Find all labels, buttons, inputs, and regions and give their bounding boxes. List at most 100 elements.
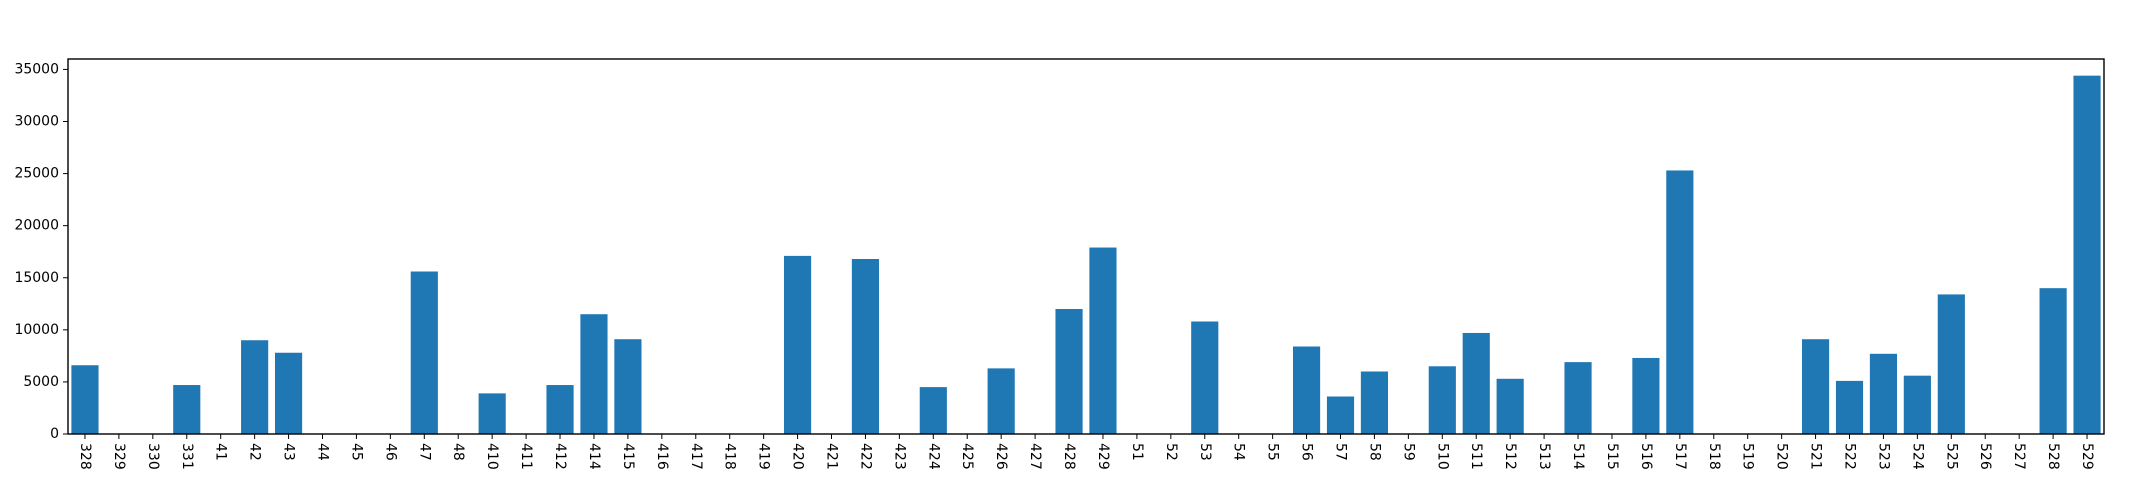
bar-331 — [173, 385, 201, 434]
bar-514 — [1564, 362, 1592, 435]
x-tick-label: 47 — [416, 443, 432, 461]
x-tick-label: 523 — [1875, 443, 1891, 470]
x-tick-label: 328 — [77, 443, 93, 470]
y-tick-label: 15000 — [14, 270, 59, 286]
bar-56 — [1292, 346, 1321, 434]
x-tick-label: 44 — [315, 443, 331, 461]
x-tick-label: 59 — [1400, 443, 1416, 461]
x-tick-label: 420 — [790, 443, 806, 470]
x-tick-label: 513 — [1536, 443, 1552, 470]
plot-frame — [67, 58, 2105, 435]
bar-42 — [241, 340, 269, 434]
x-tick-label: 52 — [1163, 443, 1179, 461]
bar-524 — [1903, 375, 1931, 434]
x-tick-label: 519 — [1740, 443, 1756, 470]
x-tick-label: 419 — [756, 443, 772, 470]
x-tick-label: 46 — [382, 443, 398, 461]
bar-57 — [1326, 396, 1355, 434]
x-tick-label: 522 — [1842, 443, 1858, 470]
bars-layer — [71, 75, 2101, 435]
bar-512 — [1496, 378, 1524, 434]
x-tick-label: 56 — [1299, 443, 1315, 461]
x-tick-label: 516 — [1638, 443, 1654, 470]
x-tick-label: 425 — [959, 443, 975, 470]
bar-522 — [1835, 380, 1864, 435]
bar-510 — [1428, 366, 1456, 434]
x-tick-label: 412 — [552, 443, 568, 470]
bar-43 — [274, 352, 303, 434]
x-tick-label: 45 — [348, 443, 364, 461]
bar-420 — [783, 255, 812, 435]
bar-47 — [410, 271, 438, 434]
x-tick-label: 53 — [1197, 443, 1213, 461]
bar-422 — [851, 259, 880, 434]
x-tick-label: 42 — [247, 443, 263, 461]
x-tick-label: 330 — [145, 443, 161, 470]
bar-410 — [478, 393, 506, 435]
y-tick-label: 30000 — [14, 114, 59, 130]
x-tick-label: 428 — [1061, 443, 1077, 470]
bar-424 — [919, 387, 947, 435]
x-tick-label: 417 — [688, 443, 704, 470]
bar-415 — [614, 339, 642, 434]
x-tick-label: 41 — [213, 443, 229, 461]
x-tick-label: 58 — [1366, 443, 1382, 461]
x-tick-label: 515 — [1604, 443, 1620, 470]
x-tick-label: 331 — [179, 443, 195, 470]
x-tick-label: 48 — [450, 443, 466, 461]
bar-429 — [1089, 247, 1117, 434]
bar-528 — [2039, 288, 2067, 434]
bar-523 — [1869, 353, 1898, 434]
bar-517 — [1666, 170, 1694, 434]
x-tick-label: 411 — [518, 443, 534, 470]
x-tick-label: 525 — [1943, 443, 1959, 470]
x-tick-label: 426 — [993, 443, 1009, 470]
bar-412 — [546, 385, 574, 434]
y-tick-label: 10000 — [14, 322, 59, 338]
y-tick-label: 35000 — [14, 61, 59, 77]
x-tick-label: 511 — [1468, 443, 1484, 470]
bar-53 — [1191, 321, 1219, 434]
bar-516 — [1632, 357, 1660, 434]
x-tick-label: 54 — [1231, 443, 1247, 461]
x-tick-label: 524 — [1909, 443, 1925, 470]
x-tick-label: 414 — [586, 443, 602, 470]
x-tick-label: 512 — [1502, 443, 1518, 470]
x-tick-label: 57 — [1333, 443, 1349, 461]
x-axis: 328 329 330 331 41 42 43 44 45 46 47 48 410 411 412 414… — [77, 434, 2095, 470]
bar-426 — [987, 368, 1015, 435]
x-tick-label: 517 — [1672, 443, 1688, 470]
x-tick-label: 521 — [1808, 443, 1824, 470]
bar-428 — [1055, 309, 1083, 434]
y-axis: 0 5000 10000 15000 20000 25000 30000 35000 — [14, 61, 68, 442]
x-tick-label: 529 — [2079, 443, 2095, 470]
bar-521 — [1801, 339, 1830, 434]
x-tick-label: 421 — [824, 443, 840, 470]
y-tick-label: 0 — [50, 426, 59, 442]
x-tick-label: 416 — [654, 443, 670, 470]
y-tick-label: 25000 — [14, 166, 59, 182]
bar-58 — [1360, 371, 1389, 434]
x-tick-label: 43 — [281, 443, 297, 461]
x-tick-label: 410 — [484, 443, 500, 470]
x-tick-label: 329 — [111, 443, 127, 470]
x-tick-label: 51 — [1129, 443, 1145, 461]
x-tick-label: 429 — [1095, 443, 1111, 470]
x-tick-label: 424 — [925, 443, 941, 470]
x-tick-label: 427 — [1027, 443, 1043, 470]
bar-328 — [71, 365, 99, 434]
bar-525 — [1937, 294, 1965, 434]
bar-529 — [2073, 75, 2101, 435]
bar-414 — [580, 314, 608, 434]
x-tick-label: 518 — [1706, 443, 1722, 470]
y-tick-label: 20000 — [14, 218, 59, 234]
x-tick-label: 510 — [1434, 443, 1450, 470]
x-tick-label: 422 — [857, 443, 873, 470]
x-tick-label: 520 — [1774, 443, 1790, 470]
x-tick-label: 418 — [722, 443, 738, 470]
x-tick-label: 415 — [620, 443, 636, 470]
x-tick-label: 55 — [1265, 443, 1281, 461]
x-tick-label: 528 — [2045, 443, 2061, 470]
